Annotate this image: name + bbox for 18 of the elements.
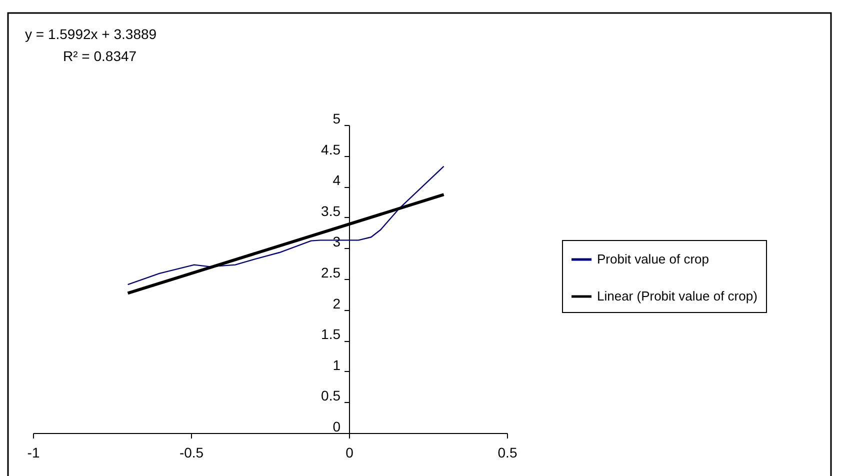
x-tick-label: 0.5 [498, 444, 518, 460]
y-tick-label: 4.5 [321, 141, 341, 158]
legend-label: Probit value of crop [597, 252, 710, 266]
y-tick-label: 1 [332, 356, 341, 373]
y-tick-label: 2.5 [321, 264, 341, 280]
legend-label: Linear (Probit value of crop) [597, 288, 758, 304]
y-tick-label: 2 [332, 295, 341, 312]
y-tick-label: 4 [332, 172, 341, 188]
text: R² = 0.8347 [63, 48, 137, 64]
text: y = 1.5992x + 3.3889 [25, 26, 157, 42]
y-tick-label: 5 [332, 110, 341, 126]
x-tick-label: 0 [346, 444, 354, 460]
x-tick-label: -0.5 [179, 444, 204, 460]
y-tick-label: 3.5 [321, 202, 341, 219]
y-tick-label: 0.5 [321, 388, 341, 404]
x-tick-label: -1 [27, 444, 40, 460]
y-tick-label: 1.5 [321, 326, 341, 342]
y-tick-label: 0 [332, 418, 341, 434]
